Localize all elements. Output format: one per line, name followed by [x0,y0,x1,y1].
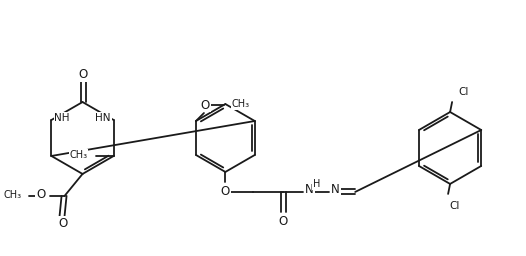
Text: NH: NH [54,113,70,123]
Text: O: O [58,217,67,230]
Text: O: O [221,185,230,198]
Text: O: O [200,99,209,112]
Text: H: H [313,179,321,189]
Text: HN: HN [95,113,110,123]
Text: CH₃: CH₃ [4,190,22,200]
Text: O: O [36,188,46,201]
Text: N: N [331,184,340,196]
Text: CH₃: CH₃ [232,99,250,109]
Text: O: O [78,68,87,81]
Text: O: O [279,215,288,228]
Text: Cl: Cl [449,201,459,211]
Text: CH₃: CH₃ [69,150,88,160]
Text: N: N [305,184,314,196]
Text: Cl: Cl [458,87,469,97]
